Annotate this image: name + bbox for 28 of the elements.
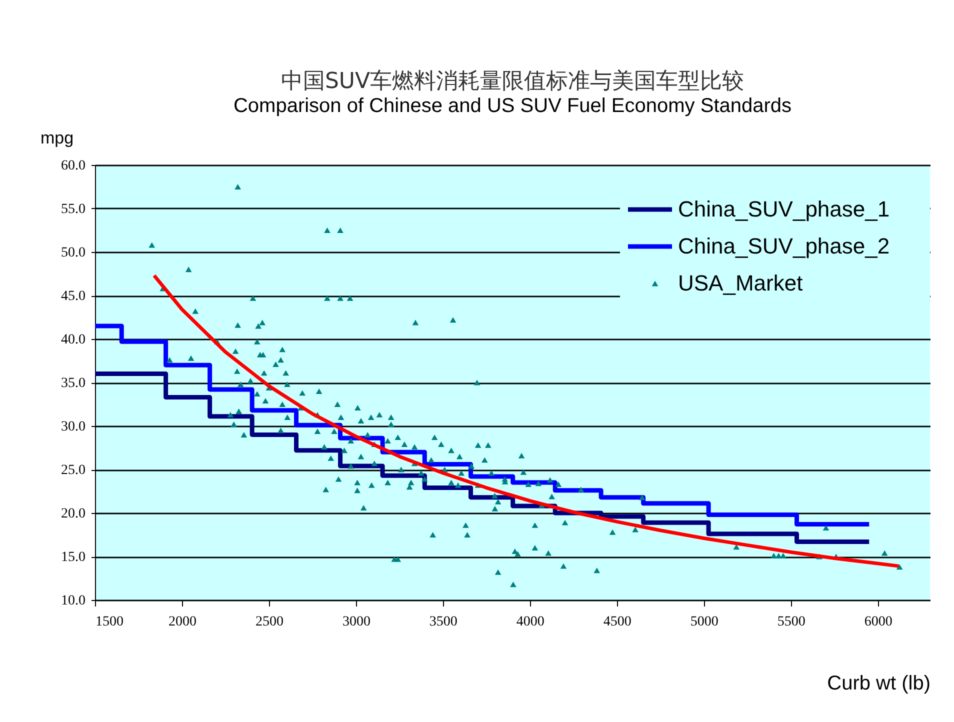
y-tick-label: 55.0 — [61, 202, 86, 217]
y-tick-label: 20.0 — [61, 506, 86, 522]
x-tick-label: 6000 — [864, 614, 892, 630]
x-tick-label: 5500 — [777, 614, 806, 630]
chart-title: 中国SUV车燃料消耗量限值标准与美国车型比较 — [280, 69, 744, 94]
y-tick-label: 15.0 — [61, 550, 86, 565]
y-tick-label: 60.0 — [61, 158, 86, 174]
x-tick-label: 4000 — [516, 614, 544, 630]
y-tick-label: 25.0 — [61, 463, 86, 478]
y-axis-title: mpg — [40, 128, 74, 148]
chart-subtitle: Comparison of Chinese and US SUV Fuel Economy Standards — [233, 95, 792, 117]
legend-label: China_SUV_phase_1 — [678, 196, 890, 222]
x-tick-label: 1500 — [96, 614, 124, 630]
y-tick-label: 45.0 — [61, 289, 86, 304]
x-tick-label: 2000 — [168, 614, 196, 630]
legend-label: USA_Market — [678, 270, 803, 296]
x-tick-label: 3000 — [342, 614, 370, 630]
y-tick-label: 35.0 — [61, 376, 86, 391]
legend-label: China_SUV_phase_2 — [678, 234, 890, 258]
y-tick-label: 30.0 — [61, 420, 86, 434]
x-tick-label: 3500 — [429, 614, 458, 630]
y-tick-label: 50.0 — [61, 246, 86, 260]
x-tick-label: 5000 — [690, 614, 718, 630]
y-tick-label: 10.0 — [61, 594, 86, 608]
x-tick-label: 4500 — [603, 614, 632, 630]
y-tick-label: 40.0 — [61, 332, 86, 348]
x-tick-label: 2500 — [255, 614, 284, 630]
x-axis-title: Curb wt (lb) — [827, 672, 930, 694]
